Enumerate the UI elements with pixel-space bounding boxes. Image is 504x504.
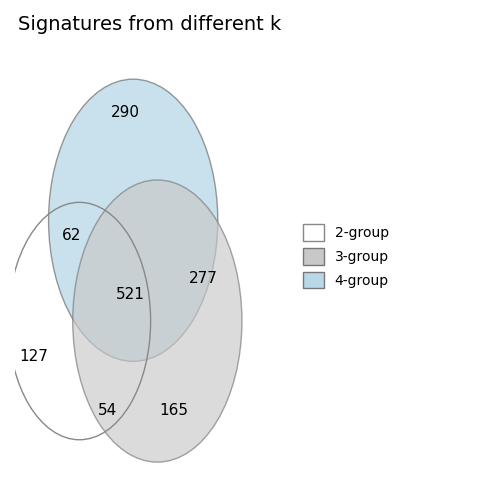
- Text: 54: 54: [98, 403, 117, 418]
- Text: 290: 290: [110, 105, 140, 120]
- Text: 127: 127: [19, 349, 48, 364]
- Legend: 2-group, 3-group, 4-group: 2-group, 3-group, 4-group: [296, 217, 396, 295]
- Circle shape: [48, 79, 218, 361]
- Text: 62: 62: [61, 228, 81, 243]
- Text: 165: 165: [159, 403, 188, 418]
- Title: Signatures from different k: Signatures from different k: [18, 15, 281, 34]
- Text: 521: 521: [116, 287, 145, 302]
- Circle shape: [73, 180, 242, 462]
- Text: 277: 277: [188, 271, 217, 286]
